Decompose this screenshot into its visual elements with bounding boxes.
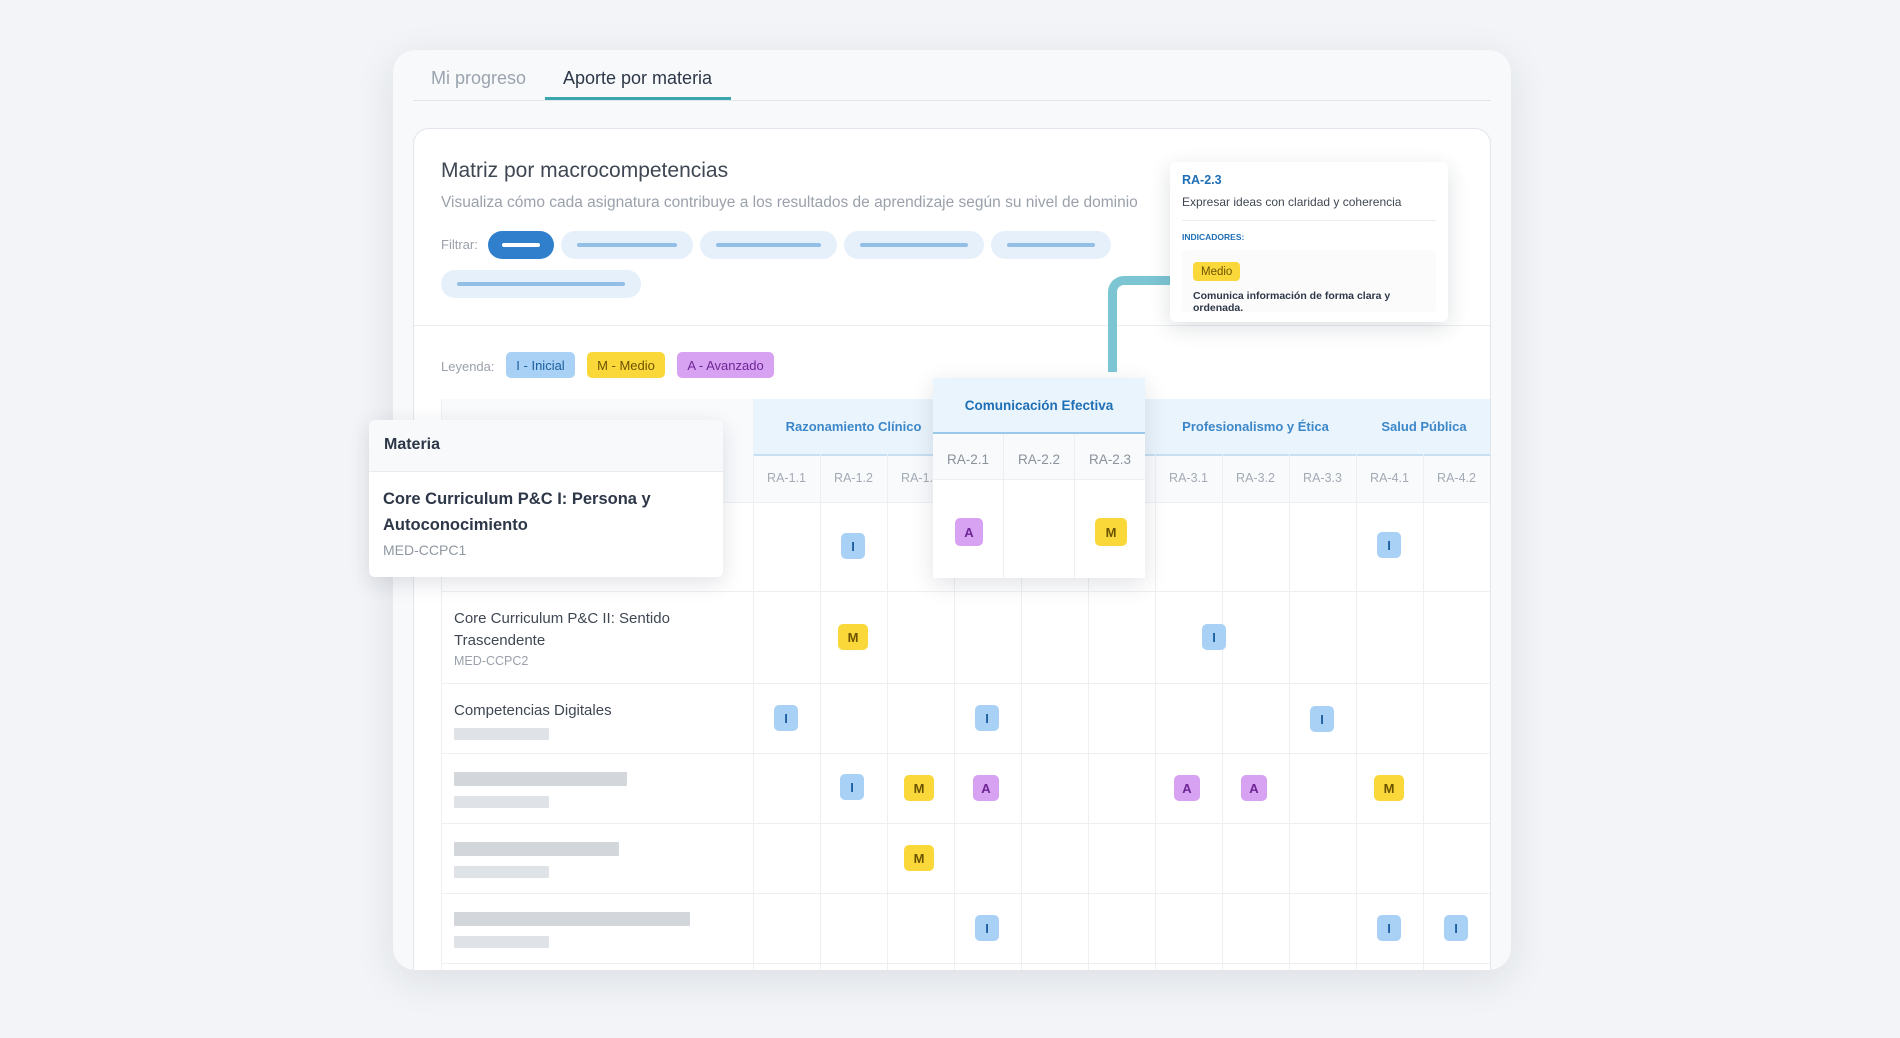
level-badge[interactable]: I [1202, 624, 1226, 650]
group-header-razonamiento-clinico[interactable]: Razonamiento Clínico [785, 419, 922, 434]
legend-inicial: I - Inicial [506, 352, 575, 378]
tooltip-indicators-label: INDICADORES: [1182, 232, 1245, 242]
highlighted-group-title: Comunicación Efectiva [964, 398, 1114, 413]
filter-chip[interactable] [991, 231, 1111, 259]
ra-header: RA-2.3 [1088, 452, 1132, 467]
materia-highlight-card: Materia Core Curriculum P&C I: Persona y… [369, 420, 723, 577]
ra-header: RA-1.1 [767, 471, 806, 485]
level-badge[interactable]: A [1174, 775, 1200, 801]
highlighted-group-header[interactable]: Comunicación Efectiva [933, 378, 1145, 434]
tooltip-description: Expresar ideas con claridad y coherencia [1182, 195, 1402, 209]
tooltip-level-badge: Medio [1193, 262, 1241, 281]
filter-chip-active[interactable] [488, 231, 554, 259]
filter-chip[interactable] [844, 231, 984, 259]
text-placeholder [454, 728, 549, 740]
panel-subtitle: Visualiza cómo cada asignatura contribuy… [441, 194, 1138, 211]
text-placeholder [454, 936, 549, 948]
level-badge[interactable]: A [955, 518, 983, 546]
level-badge[interactable]: I [1444, 915, 1468, 941]
ra-header: RA-1.2 [834, 471, 873, 485]
level-badge[interactable]: I [1377, 915, 1401, 941]
tooltip-ra-code: RA-2.3 [1182, 173, 1222, 187]
filter-label: Filtrar: [441, 237, 478, 252]
ra-header: RA-4.1 [1370, 471, 1409, 485]
level-badge[interactable]: I [841, 533, 865, 559]
tooltip-indicator-text: Comunica información de forma clara y or… [1193, 290, 1391, 314]
legend-medio: M - Medio [587, 352, 665, 378]
materia-header-label: Materia [384, 436, 441, 453]
level-badge[interactable]: I [975, 705, 999, 731]
ra-header: RA-1.3 [901, 471, 940, 485]
tab-mi-progreso[interactable]: Mi progreso [431, 68, 527, 88]
level-badge[interactable]: A [973, 775, 999, 801]
subject-name: Core Curriculum P&C II: Sentido Trascend… [454, 610, 670, 649]
level-badge[interactable]: M [838, 624, 868, 650]
legend-avanzado: A - Avanzado [677, 352, 774, 378]
group-header-salud-publica[interactable]: Salud Pública [1381, 419, 1467, 434]
level-badge-selected[interactable]: M [1095, 518, 1127, 546]
level-badge[interactable]: A [1241, 775, 1267, 801]
comunicacion-efectiva-highlight: Comunicación Efectiva RA-2.1 RA-2.2 RA-2… [933, 378, 1145, 578]
highlighted-subject-name[interactable]: Core Curriculum P&C I: Persona y Autocon… [383, 490, 651, 534]
level-badge[interactable]: I [774, 705, 798, 731]
tab-aporte-por-materia[interactable]: Aporte por materia [563, 68, 713, 88]
tooltip-connector [1108, 276, 1178, 372]
ra-header: RA-2.2 [1017, 452, 1061, 467]
highlighted-subject-code: MED-CCPC1 [383, 542, 467, 558]
level-badge[interactable]: I [1377, 532, 1401, 558]
text-placeholder [454, 842, 619, 856]
ra-tooltip: RA-2.3 Expresar ideas con claridad y coh… [1170, 162, 1448, 322]
materia-header: Materia [369, 420, 723, 472]
level-badge[interactable]: M [904, 845, 934, 871]
tab-divider [413, 100, 1491, 101]
ra-header: RA-4.2 [1437, 471, 1476, 485]
panel-divider [414, 325, 1490, 326]
subject-code: MED-CCPC2 [454, 654, 529, 668]
level-badge[interactable]: M [904, 775, 934, 801]
level-badge[interactable]: I [1310, 706, 1334, 732]
level-badge[interactable]: I [975, 915, 999, 941]
level-badge[interactable]: I [840, 774, 864, 800]
subject-name: Competencias Digitales [454, 702, 612, 719]
group-header-profesionalismo-etica[interactable]: Profesionalismo y Ética [1182, 419, 1329, 434]
text-placeholder [454, 866, 549, 878]
ra-header: RA-3.2 [1236, 471, 1275, 485]
tooltip-indicator: Medio Comunica información de forma clar… [1182, 250, 1436, 314]
legend-label: Leyenda: [441, 359, 495, 374]
text-placeholder [454, 796, 549, 808]
filter-chip[interactable] [561, 231, 693, 259]
tab-bar: Mi progreso Aporte por materia [393, 50, 1511, 102]
ra-header: RA-2.1 [946, 452, 990, 467]
filter-chip[interactable] [700, 231, 837, 259]
text-placeholder [454, 772, 627, 786]
filter-chip[interactable] [441, 270, 641, 298]
level-badge[interactable]: M [1374, 775, 1404, 801]
ra-header: RA-3.1 [1169, 471, 1208, 485]
panel-title: Matriz por macrocompetencias [441, 159, 729, 182]
ra-header: RA-3.3 [1303, 471, 1342, 485]
text-placeholder [454, 912, 690, 926]
active-tab-indicator [545, 97, 731, 100]
